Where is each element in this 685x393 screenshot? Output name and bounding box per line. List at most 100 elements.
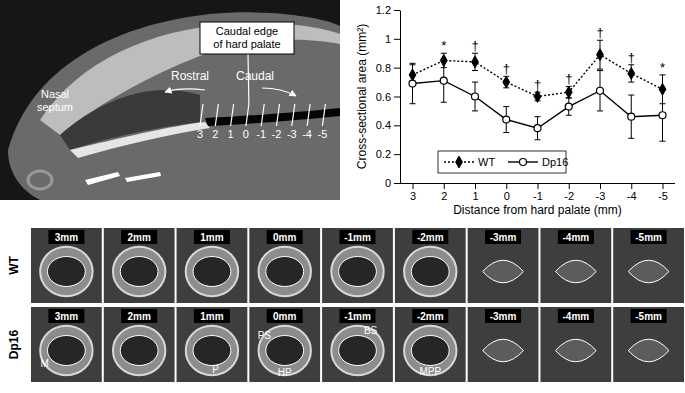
septum-label-line: septum	[37, 101, 73, 113]
tile-header-box	[631, 230, 667, 244]
section-tile: 2mm	[104, 307, 175, 382]
significance-mark: †	[503, 61, 510, 76]
tile-header: -4mm	[562, 232, 589, 243]
tile-header: -3mm	[490, 311, 517, 322]
incisor-upper	[125, 172, 161, 182]
section-line	[200, 104, 203, 126]
tile-background	[540, 307, 611, 382]
airway	[193, 336, 231, 366]
tick: 2	[441, 183, 447, 202]
tile-header-box	[485, 309, 521, 323]
tile-header: 2mm	[127, 232, 150, 243]
data-point	[472, 56, 479, 68]
data-point	[440, 55, 447, 67]
tile-header: -1mm	[344, 311, 371, 322]
significance-mark: *	[660, 60, 665, 75]
airway	[339, 336, 377, 366]
structure-label: HP	[278, 367, 292, 378]
tile-header-box	[485, 230, 521, 244]
bone-ring	[331, 247, 383, 297]
airway	[411, 257, 449, 287]
tile-background	[31, 307, 102, 382]
tick-label: 0.6	[376, 91, 391, 103]
tick-label: 0.2	[376, 148, 391, 160]
airway	[628, 339, 669, 362]
data-point	[597, 49, 604, 61]
airway	[193, 257, 231, 287]
bone-ring	[331, 326, 383, 376]
section-tile: 0mm	[249, 307, 320, 382]
bone-ring	[113, 247, 165, 297]
tick: 0.6	[376, 91, 400, 103]
airway	[205, 108, 340, 126]
box-label-line: Caudal edge	[216, 25, 278, 37]
tick: 0.8	[376, 62, 400, 74]
legend-label: WT	[478, 156, 495, 168]
section-tile: -2mm	[395, 228, 466, 303]
section-tile: -1mm	[322, 228, 393, 303]
tile-header-box	[267, 309, 303, 323]
tick-label: -5	[658, 190, 668, 202]
tile-background	[104, 228, 175, 303]
section-line	[307, 104, 310, 126]
tick-mark	[475, 183, 476, 189]
tick-mark	[506, 183, 507, 189]
data-point	[659, 83, 666, 95]
error-bar	[628, 95, 634, 138]
tick-label: -4	[627, 190, 637, 202]
tick-mark	[569, 183, 570, 189]
tile-background	[177, 228, 248, 303]
distance-mark: -2	[272, 128, 282, 140]
box-label: Caudal edgeof hard palate	[213, 25, 280, 50]
tick-mark	[394, 125, 400, 126]
error-bar	[503, 107, 509, 133]
tile-header-box	[558, 230, 594, 244]
tick: 0.2	[376, 148, 400, 160]
error-bar	[503, 76, 509, 88]
distance-mark: -4	[302, 128, 312, 140]
data-point	[409, 80, 416, 87]
structure-label: PS	[258, 330, 272, 341]
section-line	[292, 104, 295, 126]
tile-background	[249, 307, 320, 382]
section-tile: -4mm	[540, 228, 611, 303]
error-bar	[660, 89, 666, 141]
figure: Nasalseptum3210-1-2-3-4-5Caudal edgeof h…	[0, 0, 685, 393]
legend-label: Dp16	[542, 156, 568, 168]
bone-ring	[259, 247, 311, 297]
tile-header: 0mm	[273, 311, 296, 322]
error-bar	[566, 98, 572, 115]
incisor-lower	[85, 172, 120, 185]
y-axis: 00.20.40.60.811.2	[376, 4, 401, 189]
tile-background	[177, 307, 248, 382]
airway	[411, 336, 449, 366]
significance-mark: †	[628, 50, 635, 65]
tile-header: 3mm	[55, 311, 78, 322]
row-label: Dp16	[7, 330, 21, 360]
airway	[628, 260, 669, 283]
septum-label-line: Nasal	[41, 88, 69, 100]
tick: 0	[385, 177, 400, 189]
tile-background	[104, 307, 175, 382]
box-label-frame	[200, 22, 294, 54]
tile-header-box	[340, 230, 376, 244]
hard-palate	[70, 122, 210, 158]
airway	[47, 257, 85, 287]
tile-background	[540, 228, 611, 303]
tick-label: 0	[385, 177, 391, 189]
tick: 0.4	[376, 119, 400, 131]
data-point	[628, 68, 635, 80]
ct-background	[0, 0, 340, 200]
section-tile: -4mm	[540, 307, 611, 382]
tick: -2	[564, 183, 574, 202]
data-point	[409, 69, 416, 81]
tile-background	[468, 228, 539, 303]
error-bar	[597, 40, 603, 69]
tile-header-box	[412, 230, 448, 244]
error-bar	[597, 71, 603, 111]
tile-header: 3mm	[55, 232, 78, 243]
significance-mark: †	[534, 77, 541, 92]
error-bar	[472, 82, 478, 111]
significance-mark: *	[441, 38, 446, 53]
tile-background	[613, 228, 684, 303]
